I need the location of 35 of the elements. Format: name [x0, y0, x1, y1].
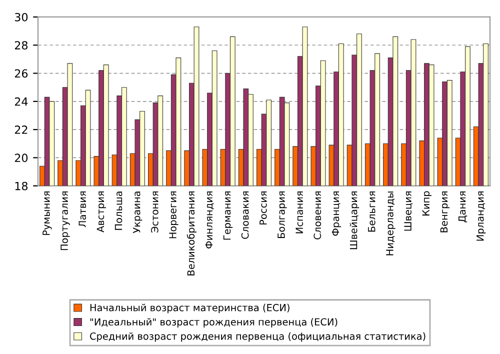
x-tick-label: Украина [133, 192, 142, 234]
x-tick-label: Германия [223, 192, 233, 240]
y-tick-label: 28 [14, 41, 28, 50]
x-tick-label: Эстония [150, 192, 158, 232]
x-tick-label: Португалия [60, 192, 70, 250]
x-tick-label: Кипр [422, 191, 432, 216]
y-tick-label: 20 [14, 154, 28, 162]
y-tick-label: 22 [14, 126, 28, 134]
x-tick-label: Венгрия [440, 192, 450, 232]
x-tick-label: Словения [314, 192, 322, 240]
legend-label: "Идеальный" возраст рождения первенца (ЕСИ) [90, 318, 338, 328]
x-tick-label: Испания [296, 192, 303, 234]
x-tick-label: Финляндия [205, 192, 214, 248]
x-tick-label: Латвия [78, 192, 86, 228]
y-tick-label: 26 [14, 69, 28, 78]
x-tick-label: Норвегия [169, 192, 178, 238]
x-tick-label: Дания [458, 192, 468, 222]
x-tick-label: Ирландия [476, 192, 486, 241]
y-tick-label: 18 [15, 182, 28, 190]
x-tick-label: Нидерланды [386, 192, 396, 256]
x-tick-label: Швейцария [350, 192, 360, 250]
x-tick-label: Бельгия [368, 192, 376, 232]
legend-label: Начальный возраст материнства (ЕСИ) [90, 304, 290, 314]
y-tick-label: 24 [14, 97, 28, 106]
y-tick-label: 30 [14, 12, 28, 22]
x-tick-label: Швеция [404, 192, 413, 231]
legend-label: Средний возраст рождения первенца (официальная статистика) [90, 332, 426, 342]
x-tick-label: Франция [332, 192, 342, 236]
x-tick-label: Словакия [241, 192, 249, 239]
x-tick-label: Россия [260, 192, 267, 224]
x-tick-label: Болгария [278, 192, 287, 238]
x-tick-label: Великобритания [186, 192, 196, 276]
x-tick-label: Польша [114, 192, 122, 230]
x-tick-label: Австрия [96, 192, 106, 232]
x-tick-label: Румыния [42, 192, 52, 235]
